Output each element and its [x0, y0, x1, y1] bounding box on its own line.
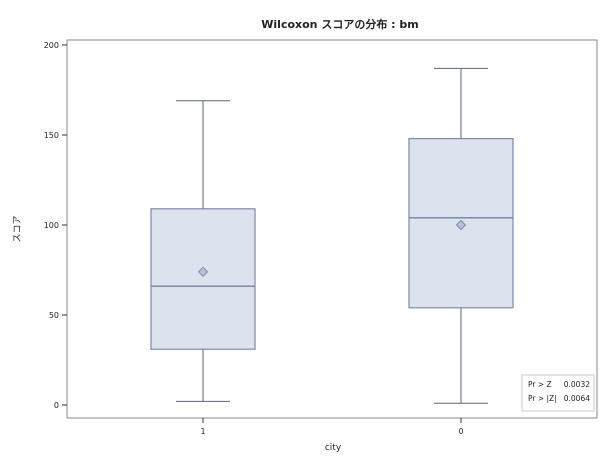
y-axis-label: スコア: [13, 215, 23, 242]
y-tick-label-100: 100: [44, 221, 59, 230]
mean-marker-1: [197, 266, 209, 278]
stat-label-0: Pr > Z: [528, 380, 552, 389]
stat-value-0: 0.0032: [564, 380, 590, 389]
x-tick-label-0: 0: [458, 427, 463, 436]
y-axis: 0 50 100 150 200: [44, 41, 67, 410]
y-tick-label-0: 0: [54, 401, 59, 410]
x-tick-label-1: 1: [200, 427, 205, 436]
y-tick-label-200: 200: [44, 41, 59, 50]
x-axis-label: city: [325, 443, 342, 453]
box-1: [150, 100, 256, 402]
stats-inset-frame: [521, 374, 595, 412]
box-series: [150, 67, 514, 404]
box-0: [408, 67, 514, 404]
stat-label-1: Pr > |Z|: [528, 394, 557, 403]
mean-marker-0: [455, 219, 467, 231]
y-tick-label-50: 50: [49, 311, 59, 320]
stat-value-1: 0.0064: [564, 394, 590, 403]
plot-frame: [66, 39, 598, 419]
stats-inset: Pr > Z 0.0032 Pr > |Z| 0.0064: [521, 374, 595, 412]
chart-title: Wilcoxon スコアの分布 : bm: [261, 17, 418, 31]
box-body-1: [150, 208, 256, 350]
y-tick-label-150: 150: [44, 131, 59, 140]
